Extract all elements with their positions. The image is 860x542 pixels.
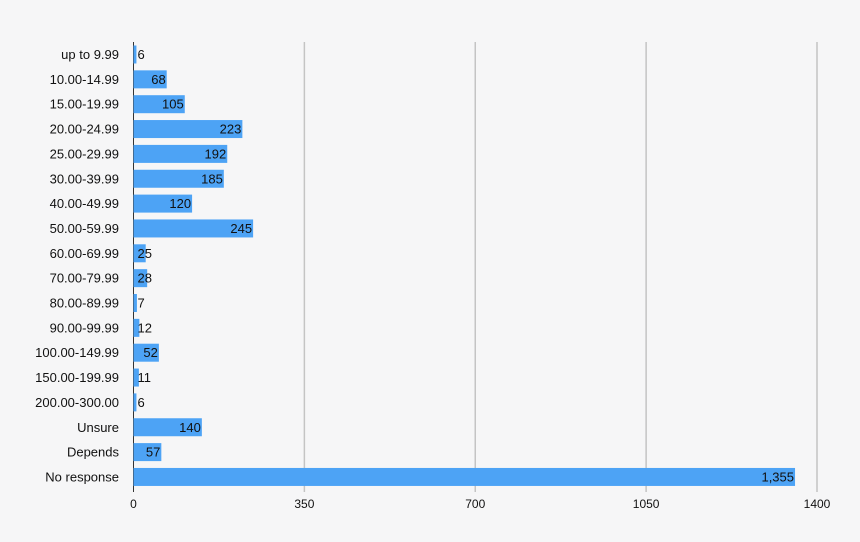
x-tick-label: 1400	[804, 497, 831, 511]
category-label: Unsure	[77, 420, 119, 435]
bar	[133, 318, 140, 337]
category-label: 15.00-19.99	[50, 97, 119, 112]
x-axis-tick-labels: 0 350 700 1050 1400	[130, 497, 831, 511]
data-label: 1,355	[761, 469, 794, 484]
bar	[133, 418, 202, 437]
data-label: 28	[138, 271, 152, 286]
bar	[133, 194, 193, 213]
bar	[133, 368, 139, 387]
data-label: 185	[201, 171, 223, 186]
data-label: 12	[138, 320, 152, 335]
x-tick-label: 700	[465, 497, 485, 511]
bar	[133, 144, 228, 163]
data-label: 57	[146, 445, 160, 460]
data-label: 25	[138, 246, 152, 261]
data-label: 105	[162, 97, 184, 112]
category-label: 100.00-149.99	[35, 345, 119, 360]
data-label: 11	[138, 370, 152, 385]
x-tick-label: 350	[294, 497, 314, 511]
bar	[133, 443, 162, 462]
bar	[133, 393, 137, 412]
category-label: Depends	[67, 445, 120, 460]
data-label: 223	[220, 122, 242, 137]
category-label: 40.00-49.99	[50, 196, 119, 211]
data-label: 6	[138, 395, 145, 410]
category-label: 70.00-79.99	[50, 271, 119, 286]
data-label: 52	[143, 345, 157, 360]
bar	[133, 269, 148, 288]
data-labels: 6 68 105 223 192 185 120 245 25 28 7 12 52 11 6 140 57 1,…	[138, 47, 795, 484]
bar	[133, 70, 167, 89]
gridlines	[133, 42, 818, 492]
category-label: 30.00-39.99	[50, 171, 119, 186]
bar	[133, 120, 243, 139]
category-label: 50.00-59.99	[50, 221, 119, 236]
bar	[133, 343, 159, 362]
bars	[133, 45, 796, 486]
data-label: 6	[138, 47, 145, 62]
data-label: 68	[151, 72, 165, 87]
bar	[133, 219, 254, 238]
x-tick-label: 1050	[633, 497, 660, 511]
data-label: 245	[230, 221, 252, 236]
category-label: 10.00-14.99	[50, 72, 119, 87]
category-label: up to 9.99	[61, 47, 119, 62]
bar	[133, 95, 185, 114]
category-label: 60.00-69.99	[50, 246, 119, 261]
category-label: 25.00-29.99	[50, 146, 119, 161]
category-labels: up to 9.99 10.00-14.99 15.00-19.99 20.00-24…	[35, 47, 119, 484]
data-label: 120	[169, 196, 191, 211]
category-label: 80.00-89.99	[50, 296, 119, 311]
category-label: 200.00-300.00	[35, 395, 119, 410]
bar	[133, 169, 224, 188]
bar	[133, 467, 796, 486]
data-label: 7	[138, 296, 145, 311]
data-label: 192	[205, 146, 227, 161]
category-label: 90.00-99.99	[50, 320, 119, 335]
bar	[133, 244, 146, 263]
category-label: 150.00-199.99	[35, 370, 119, 385]
bar	[133, 45, 137, 64]
category-label: 20.00-24.99	[50, 122, 119, 137]
category-label: No response	[45, 469, 119, 484]
x-tick-label: 0	[130, 497, 137, 511]
bar	[133, 294, 137, 312]
data-label: 140	[179, 420, 201, 435]
